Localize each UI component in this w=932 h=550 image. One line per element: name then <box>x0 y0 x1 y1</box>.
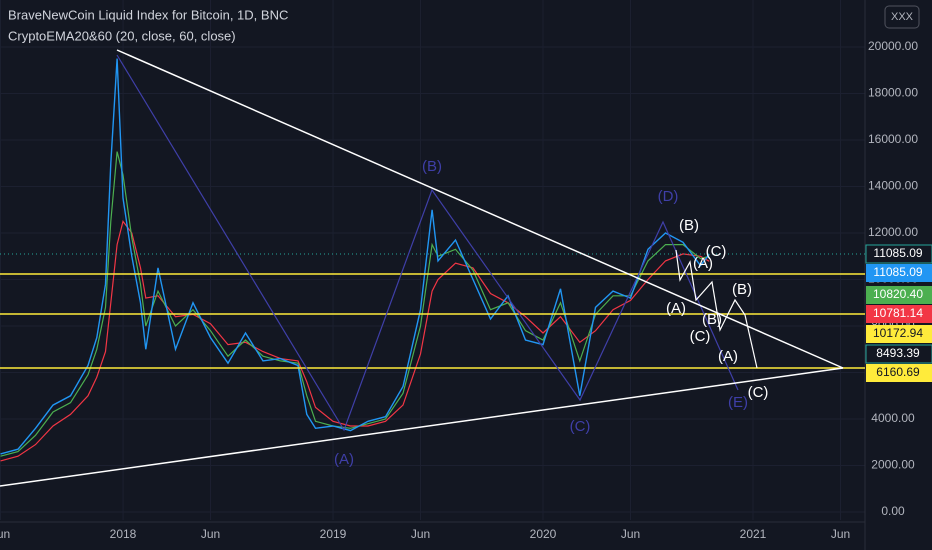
trend-line <box>116 49 844 369</box>
y-tick-label: 12000.00 <box>868 225 918 239</box>
wave-label: (C) <box>706 243 727 260</box>
wave-label: (A) <box>718 348 738 365</box>
y-tick-label: 2000.00 <box>871 458 915 472</box>
price-label-box <box>866 305 932 323</box>
price-label: 11085.09 <box>873 265 922 279</box>
x-tick-label: Jun <box>411 527 430 541</box>
grid <box>0 0 865 520</box>
y-tick-label: 20000.00 <box>868 39 918 53</box>
price-label: 10172.94 <box>873 326 923 340</box>
trend-line <box>0 367 844 487</box>
wave-count-line <box>116 54 739 432</box>
wave-label: (D) <box>658 188 679 205</box>
price-label-box <box>866 325 932 343</box>
x-tick-label: 2021 <box>740 527 767 541</box>
y-tick-label: 0.00 <box>881 504 905 518</box>
wave-label: (C) <box>570 418 591 435</box>
series-line <box>0 151 710 457</box>
price-label: 10781.14 <box>873 306 923 320</box>
y-tick-label: 16000.00 <box>868 132 918 146</box>
x-tick-label: 2019 <box>320 527 347 541</box>
y-tick-label: 4000.00 <box>871 411 915 425</box>
wave-label: (A) <box>666 300 686 317</box>
x-tick-label: Jun <box>201 527 220 541</box>
price-label-box <box>865 344 932 364</box>
x-tick-label: 2020 <box>530 527 557 541</box>
wave-label: (B) <box>422 158 442 175</box>
wave-label: (B) <box>732 281 752 298</box>
x-tick-label: Jun <box>0 527 10 541</box>
x-tick-label: Jun <box>831 527 850 541</box>
wave-label: (E) <box>728 394 748 411</box>
x-tick-label: Jun <box>621 527 640 541</box>
series-line <box>0 58 710 455</box>
price-label: 11085.09 <box>873 246 922 260</box>
series-line <box>0 220 710 462</box>
wave-label: (B) <box>702 311 722 328</box>
wave-label: (A) <box>334 451 354 468</box>
chart-title: BraveNewCoin Liquid Index for Bitcoin, 1… <box>8 7 288 22</box>
projection-line <box>675 249 758 369</box>
toolbar-button[interactable]: XXX <box>891 11 914 23</box>
price-label: 8493.39 <box>876 346 920 360</box>
price-label: 6160.69 <box>876 365 920 379</box>
button-frame[interactable] <box>884 5 920 29</box>
x-tick-label: 2018 <box>110 527 137 541</box>
price-label-box <box>866 264 932 282</box>
drawings <box>0 49 865 487</box>
wave-label: (C) <box>690 328 711 345</box>
price-label-box <box>866 364 932 382</box>
y-tick-label: 14000.00 <box>868 179 918 193</box>
wave-label: (B) <box>679 217 699 234</box>
wave-label: (C) <box>748 384 769 401</box>
price-label: 10820.40 <box>873 287 923 301</box>
price-label-box <box>866 286 932 304</box>
price-label-box <box>865 244 932 264</box>
y-tick-label: 18000.00 <box>868 86 918 100</box>
wave-label: (A) <box>693 255 713 272</box>
indicator-label: CryptoEMA20&60 (20, close, 60, close) <box>8 28 236 43</box>
